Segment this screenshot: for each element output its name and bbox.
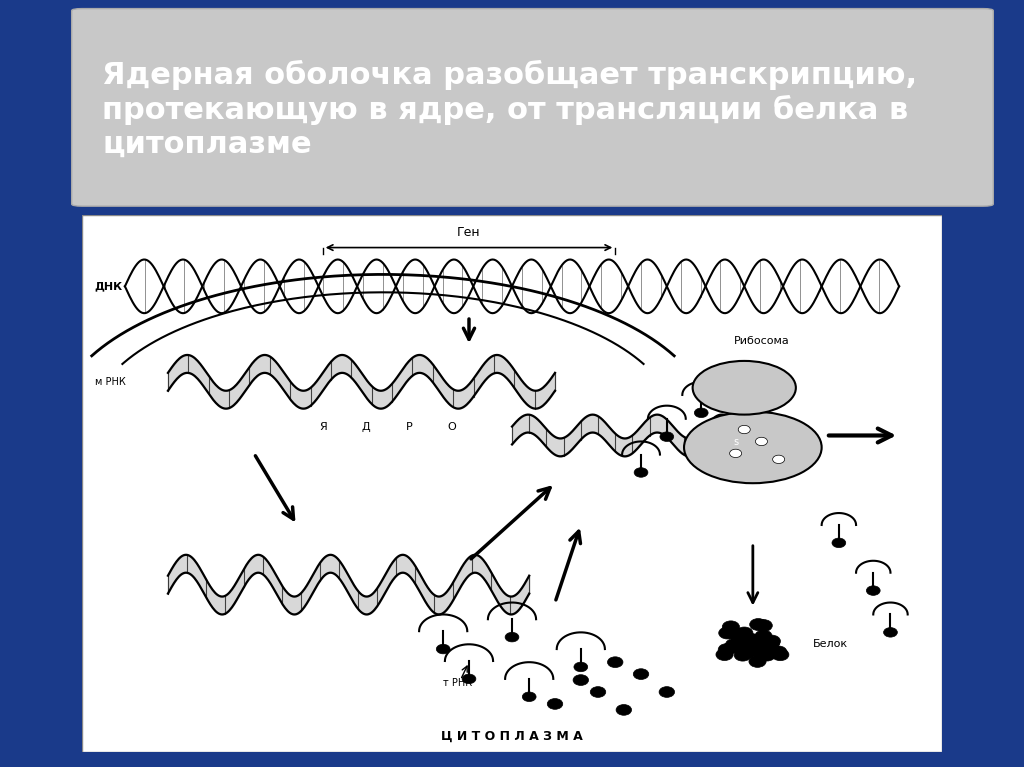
Text: О: О [447,422,456,432]
Circle shape [738,647,756,658]
Circle shape [738,426,751,433]
Circle shape [730,449,741,458]
Ellipse shape [684,412,821,483]
Circle shape [742,634,759,645]
Circle shape [436,644,451,653]
Circle shape [633,669,649,680]
Circle shape [731,634,749,647]
Circle shape [726,627,743,640]
Circle shape [755,630,772,642]
Circle shape [733,637,751,649]
Text: Ц И Т О П Л А З М А: Ц И Т О П Л А З М А [441,729,583,742]
Circle shape [748,640,765,651]
Circle shape [505,632,519,642]
Text: Р: Р [406,422,412,432]
Circle shape [831,538,846,548]
Circle shape [755,620,772,631]
Circle shape [722,621,739,633]
Circle shape [718,644,735,656]
Circle shape [773,455,784,463]
Circle shape [866,586,881,595]
Circle shape [716,649,733,660]
Circle shape [573,662,588,672]
Ellipse shape [692,361,796,415]
Circle shape [694,408,709,417]
Text: Ген: Ген [457,225,481,239]
Circle shape [750,618,767,630]
Circle shape [770,646,787,658]
Circle shape [573,675,589,686]
Circle shape [753,648,770,660]
Circle shape [734,649,752,661]
Circle shape [547,699,563,709]
Circle shape [634,468,648,477]
Circle shape [749,656,766,667]
Text: Рибосома: Рибосома [733,336,790,346]
Circle shape [756,437,767,446]
Circle shape [772,649,788,660]
FancyBboxPatch shape [72,8,993,206]
Circle shape [607,657,623,667]
Circle shape [659,686,675,697]
Text: т РНК: т РНК [443,678,472,688]
Circle shape [522,692,537,702]
Text: Ядерная оболочка разобщает транскрипцию,
протекающую в ядре, от трансляции белка: Ядерная оболочка разобщает транскрипцию,… [102,60,918,159]
Circle shape [725,639,742,650]
Circle shape [733,644,750,655]
Circle shape [759,649,775,661]
Circle shape [750,637,766,649]
Text: Белок: Белок [813,639,848,650]
Circle shape [616,705,632,716]
Circle shape [763,635,780,647]
Circle shape [659,432,674,442]
Text: Д: Д [361,422,370,432]
Circle shape [462,674,476,683]
Circle shape [748,640,765,653]
Text: ДНК: ДНК [95,281,123,291]
Circle shape [738,637,756,648]
Circle shape [719,627,736,639]
Circle shape [590,686,606,697]
Circle shape [735,627,753,639]
Text: s
s: s s [733,436,738,458]
Text: м РНК: м РНК [95,377,126,387]
Circle shape [761,644,778,655]
Circle shape [763,637,780,649]
Circle shape [884,627,897,637]
Text: Я: Я [318,422,327,432]
